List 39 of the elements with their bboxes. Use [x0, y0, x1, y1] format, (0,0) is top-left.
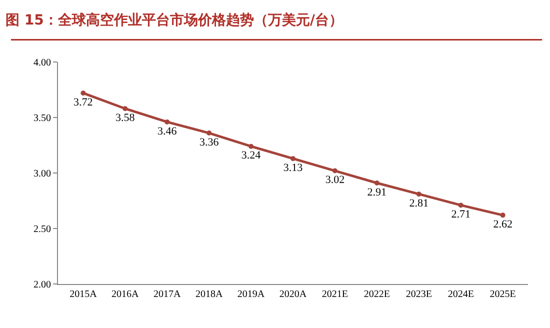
data-label: 2.81: [409, 197, 429, 210]
point: [458, 202, 464, 208]
point: [374, 180, 380, 186]
data-label: 2.62: [493, 218, 512, 231]
x-tick-label: 2017A: [153, 289, 182, 300]
point: [248, 144, 254, 149]
data-label: 2.91: [367, 186, 387, 198]
point: [122, 106, 128, 112]
data-label: 3.36: [199, 136, 220, 148]
data-label: 3.02: [325, 174, 345, 186]
point: [332, 168, 338, 174]
point: [80, 90, 86, 96]
y-tick-label: 2.00: [34, 280, 51, 290]
y-tick-label: 3.00: [34, 168, 51, 180]
data-label: 3.24: [241, 150, 262, 162]
y-tick-label: 4.00: [34, 58, 51, 68]
data-label: 3.13: [283, 162, 304, 174]
x-tick-label: 2021E: [322, 289, 348, 300]
data-label: 3.46: [157, 125, 178, 138]
data-label: 3.72: [74, 96, 93, 108]
x-tick-label: 2024E: [448, 289, 474, 300]
x-tick-label: 2015A: [70, 289, 98, 300]
x-tick-label: 2022E: [364, 289, 390, 300]
point: [206, 130, 212, 136]
point: [290, 156, 296, 162]
x-tick-label: 2023E: [406, 289, 432, 300]
point: [500, 212, 506, 218]
data-label: 3.58: [116, 112, 136, 124]
x-tick-label: 2016A: [112, 289, 140, 300]
x-tick-label: 2020A: [279, 289, 308, 300]
point: [416, 192, 422, 197]
y-tick-label: 3.50: [34, 113, 51, 124]
x-tick-label: 2019A: [237, 289, 266, 300]
x-tick-label: 2018A: [195, 289, 224, 300]
chart-title: 图 15：全球高空作业平台市场价格趋势（万美元/台）: [6, 12, 343, 29]
x-tick-label: 2025E: [490, 289, 516, 300]
data-label: 2.71: [451, 208, 470, 221]
y-tick-label: 2.50: [34, 224, 51, 235]
point: [164, 119, 170, 124]
